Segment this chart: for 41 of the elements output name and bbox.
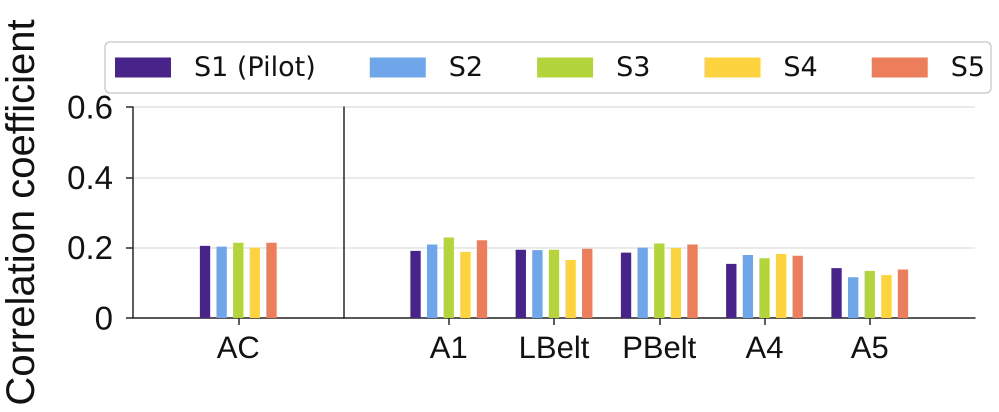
y-tick-label: 0 — [94, 300, 113, 336]
bar — [726, 264, 736, 318]
y-tick-label: 0.6 — [67, 88, 113, 126]
bar — [792, 256, 803, 318]
bar — [444, 237, 454, 318]
bar — [898, 269, 908, 318]
legend-label: S3 — [616, 52, 650, 83]
legend-label: S1 (Pilot) — [194, 52, 316, 83]
bar — [532, 250, 543, 318]
bar — [848, 277, 858, 318]
y-tick-label: 0.4 — [67, 158, 113, 196]
bar — [687, 244, 698, 318]
bar — [410, 250, 421, 318]
bar — [460, 252, 471, 318]
bar — [864, 270, 875, 318]
x-tick-label: LBelt — [518, 330, 590, 365]
bar — [548, 250, 560, 318]
bar — [670, 248, 682, 318]
x-tick-label: A5 — [850, 330, 889, 365]
y-tick-label: 0.2 — [67, 229, 113, 266]
x-tick-label: PBelt — [622, 330, 697, 365]
legend-label: S4 — [783, 52, 818, 83]
bar — [654, 243, 664, 318]
x-tick-label: A4 — [746, 330, 784, 365]
bar — [831, 268, 842, 318]
bar — [516, 250, 526, 318]
bar — [476, 240, 488, 318]
bar — [620, 252, 632, 318]
bar — [742, 255, 754, 318]
y-axis-title: Correlation coefficient — [0, 19, 43, 406]
x-tick-label: A1 — [430, 330, 468, 365]
bar — [426, 244, 438, 318]
x-tick-label: AC — [216, 330, 260, 365]
bar — [759, 258, 770, 318]
bar — [776, 254, 786, 318]
bar — [637, 248, 648, 318]
bar — [565, 260, 576, 318]
legend-label: S5 — [950, 52, 986, 83]
bar — [881, 275, 892, 318]
bar — [582, 248, 592, 318]
legend-label: S2 — [448, 52, 484, 83]
